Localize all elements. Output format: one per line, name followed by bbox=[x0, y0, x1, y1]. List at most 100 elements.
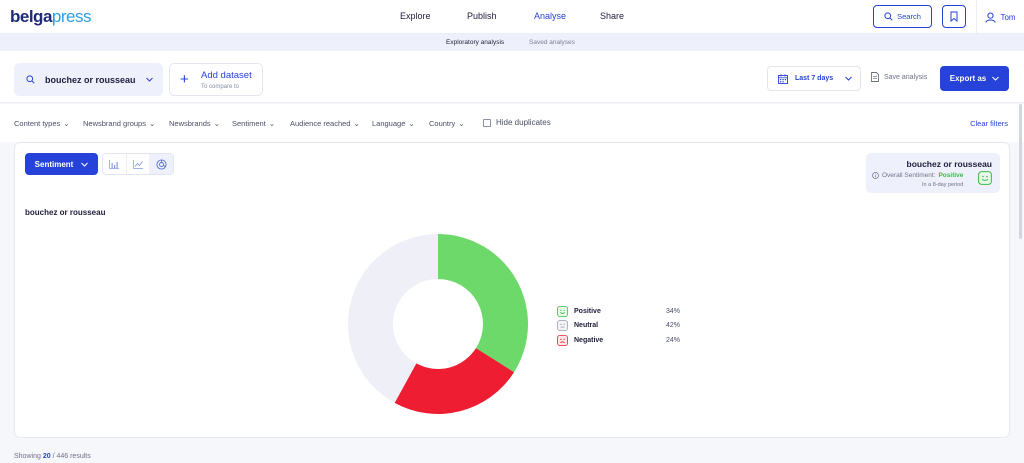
summary-period: In a 8-day period bbox=[922, 182, 964, 188]
date-range-selector[interactable]: Last 7 days bbox=[767, 66, 861, 91]
line-chart-icon bbox=[133, 159, 143, 169]
filter-country[interactable]: Country ⌄ bbox=[429, 119, 465, 128]
hide-duplicates-checkbox[interactable] bbox=[483, 118, 491, 127]
chevron-down-icon: ⌄ bbox=[213, 119, 220, 128]
plus-icon: + bbox=[180, 71, 189, 88]
filter-newsbrand-groups[interactable]: Newsbrand groups ⌄ bbox=[83, 119, 155, 128]
info-icon bbox=[872, 172, 879, 179]
filter-bar: Content types ⌄ Newsbrand groups ⌄ Newsbra… bbox=[0, 104, 1024, 142]
add-dataset-subtitle: To compare to bbox=[201, 84, 240, 90]
chevron-down-icon: ⌄ bbox=[408, 119, 415, 128]
chevron-down-icon: ⌄ bbox=[63, 119, 70, 128]
filter-label: Country bbox=[429, 119, 456, 128]
view-bar-button[interactable] bbox=[103, 154, 127, 174]
tab-exploratory-analysis[interactable]: Exploratory analysis bbox=[446, 39, 505, 46]
overall-sentiment-line: Overall Sentiment: Positive bbox=[872, 172, 963, 179]
results-shown: 20 bbox=[42, 453, 51, 460]
user-icon bbox=[985, 12, 997, 23]
legend-item-neutral: Neutral 42% bbox=[557, 319, 692, 334]
overall-sentiment-value: Positive bbox=[938, 172, 964, 179]
page-scrollbar[interactable] bbox=[1019, 104, 1022, 239]
donut-slice-negative[interactable] bbox=[394, 348, 514, 414]
bookmark-button[interactable] bbox=[942, 5, 966, 28]
analysis-subnav: Exploratory analysis Saved analyses bbox=[0, 34, 1024, 51]
legend-item-positive: Positive 34% bbox=[557, 304, 692, 319]
chevron-down-icon bbox=[81, 162, 89, 167]
results-total: 446 results bbox=[56, 453, 91, 460]
results-prefix: Showing bbox=[14, 453, 41, 460]
bookmark-icon bbox=[950, 11, 958, 22]
chevron-down-icon: ⌄ bbox=[268, 119, 276, 128]
clear-filters-link[interactable]: Clear filters bbox=[970, 119, 1008, 128]
legend-label: Neutral bbox=[574, 322, 599, 330]
filter-label: Sentiment bbox=[232, 119, 266, 128]
search-icon bbox=[26, 75, 35, 84]
save-analysis-label: Save analysis bbox=[884, 73, 928, 81]
filter-language[interactable]: Language ⌄ bbox=[372, 119, 415, 128]
calendar-icon bbox=[778, 73, 788, 84]
chevron-down-icon bbox=[146, 77, 153, 82]
negative-face-icon bbox=[557, 334, 568, 346]
summary-title: bouchez or rousseau bbox=[906, 159, 993, 169]
donut-slice-positive[interactable] bbox=[438, 234, 528, 373]
logo-part-press: press bbox=[51, 7, 92, 26]
overall-sentiment-prefix: Overall Sentiment: bbox=[882, 172, 936, 179]
legend-value: 24% bbox=[665, 336, 680, 344]
dataset-query-text: bouchez or rousseau bbox=[45, 74, 136, 85]
search-button[interactable]: Search bbox=[873, 5, 932, 28]
chevron-down-icon: ⌄ bbox=[353, 119, 360, 128]
export-label: Export as bbox=[949, 74, 987, 83]
chevron-down-icon bbox=[845, 76, 852, 81]
filter-content-types[interactable]: Content types ⌄ bbox=[14, 119, 70, 128]
positive-face-icon bbox=[557, 305, 568, 317]
search-button-label: Search bbox=[897, 12, 921, 21]
add-dataset-button[interactable]: + Add dataset To compare to bbox=[169, 63, 263, 96]
search-icon bbox=[884, 12, 893, 21]
filter-label: Audience reached bbox=[290, 119, 351, 128]
logo-part-belga: belga bbox=[10, 7, 52, 26]
chevron-down-icon: ⌄ bbox=[458, 119, 465, 128]
chart-view-switcher bbox=[102, 153, 174, 175]
sentiment-donut-chart bbox=[348, 234, 528, 414]
view-pie-button[interactable] bbox=[150, 154, 174, 174]
document-icon bbox=[871, 72, 879, 82]
donut-slice-neutral[interactable] bbox=[348, 234, 438, 403]
metric-selector[interactable]: Sentiment bbox=[25, 153, 98, 175]
view-line-button[interactable] bbox=[127, 154, 151, 174]
filter-sentiment[interactable]: Sentiment ⌄ bbox=[232, 119, 275, 128]
legend-item-negative: Negative 24% bbox=[557, 333, 692, 348]
add-dataset-title: Add dataset bbox=[201, 70, 252, 81]
dataset-query-selector[interactable]: bouchez or rousseau bbox=[14, 63, 163, 96]
filter-audience-reached[interactable]: Audience reached ⌄ bbox=[290, 119, 360, 128]
filter-label: Newsbrands bbox=[169, 119, 211, 128]
filter-label: Newsbrand groups bbox=[83, 119, 146, 128]
chart-legend: Positive 34% Neutral 42% Negative 24% bbox=[557, 304, 692, 348]
results-count: Showing 20 / 446 results bbox=[14, 453, 91, 460]
user-menu[interactable]: Tom bbox=[976, 0, 1024, 34]
date-range-label: Last 7 days bbox=[795, 75, 834, 82]
legend-value: 42% bbox=[665, 322, 680, 330]
sentiment-card: Sentiment bouchez or rousseau Overall Se… bbox=[14, 142, 1010, 438]
hide-duplicates-toggle[interactable]: Hide duplicates bbox=[483, 118, 551, 127]
export-button[interactable]: Export as bbox=[940, 66, 1009, 91]
chart-title: bouchez or rousseau bbox=[25, 208, 106, 217]
metric-label: Sentiment bbox=[34, 159, 74, 169]
chevron-down-icon bbox=[992, 76, 1000, 81]
nav-publish[interactable]: Publish bbox=[467, 11, 497, 21]
pie-chart-icon bbox=[156, 158, 167, 170]
nav-analyse[interactable]: Analyse bbox=[534, 11, 567, 21]
legend-value: 34% bbox=[665, 307, 680, 315]
save-analysis-button[interactable]: Save analysis bbox=[871, 72, 927, 82]
belgapress-logo[interactable]: belgapress bbox=[10, 7, 91, 27]
bar-chart-icon bbox=[109, 159, 120, 169]
results-separator: / bbox=[52, 453, 55, 460]
nav-share[interactable]: Share bbox=[600, 11, 625, 21]
positive-face-icon bbox=[978, 171, 992, 185]
chevron-down-icon: ⌄ bbox=[148, 119, 156, 128]
user-name: Tom bbox=[1000, 12, 1016, 22]
tab-saved-analyses[interactable]: Saved analyses bbox=[529, 39, 575, 46]
nav-explore[interactable]: Explore bbox=[400, 11, 431, 21]
hide-duplicates-label: Hide duplicates bbox=[496, 118, 551, 127]
sentiment-summary-box: bouchez or rousseau Overall Sentiment: P… bbox=[866, 153, 1000, 193]
filter-newsbrands[interactable]: Newsbrands ⌄ bbox=[169, 119, 220, 128]
